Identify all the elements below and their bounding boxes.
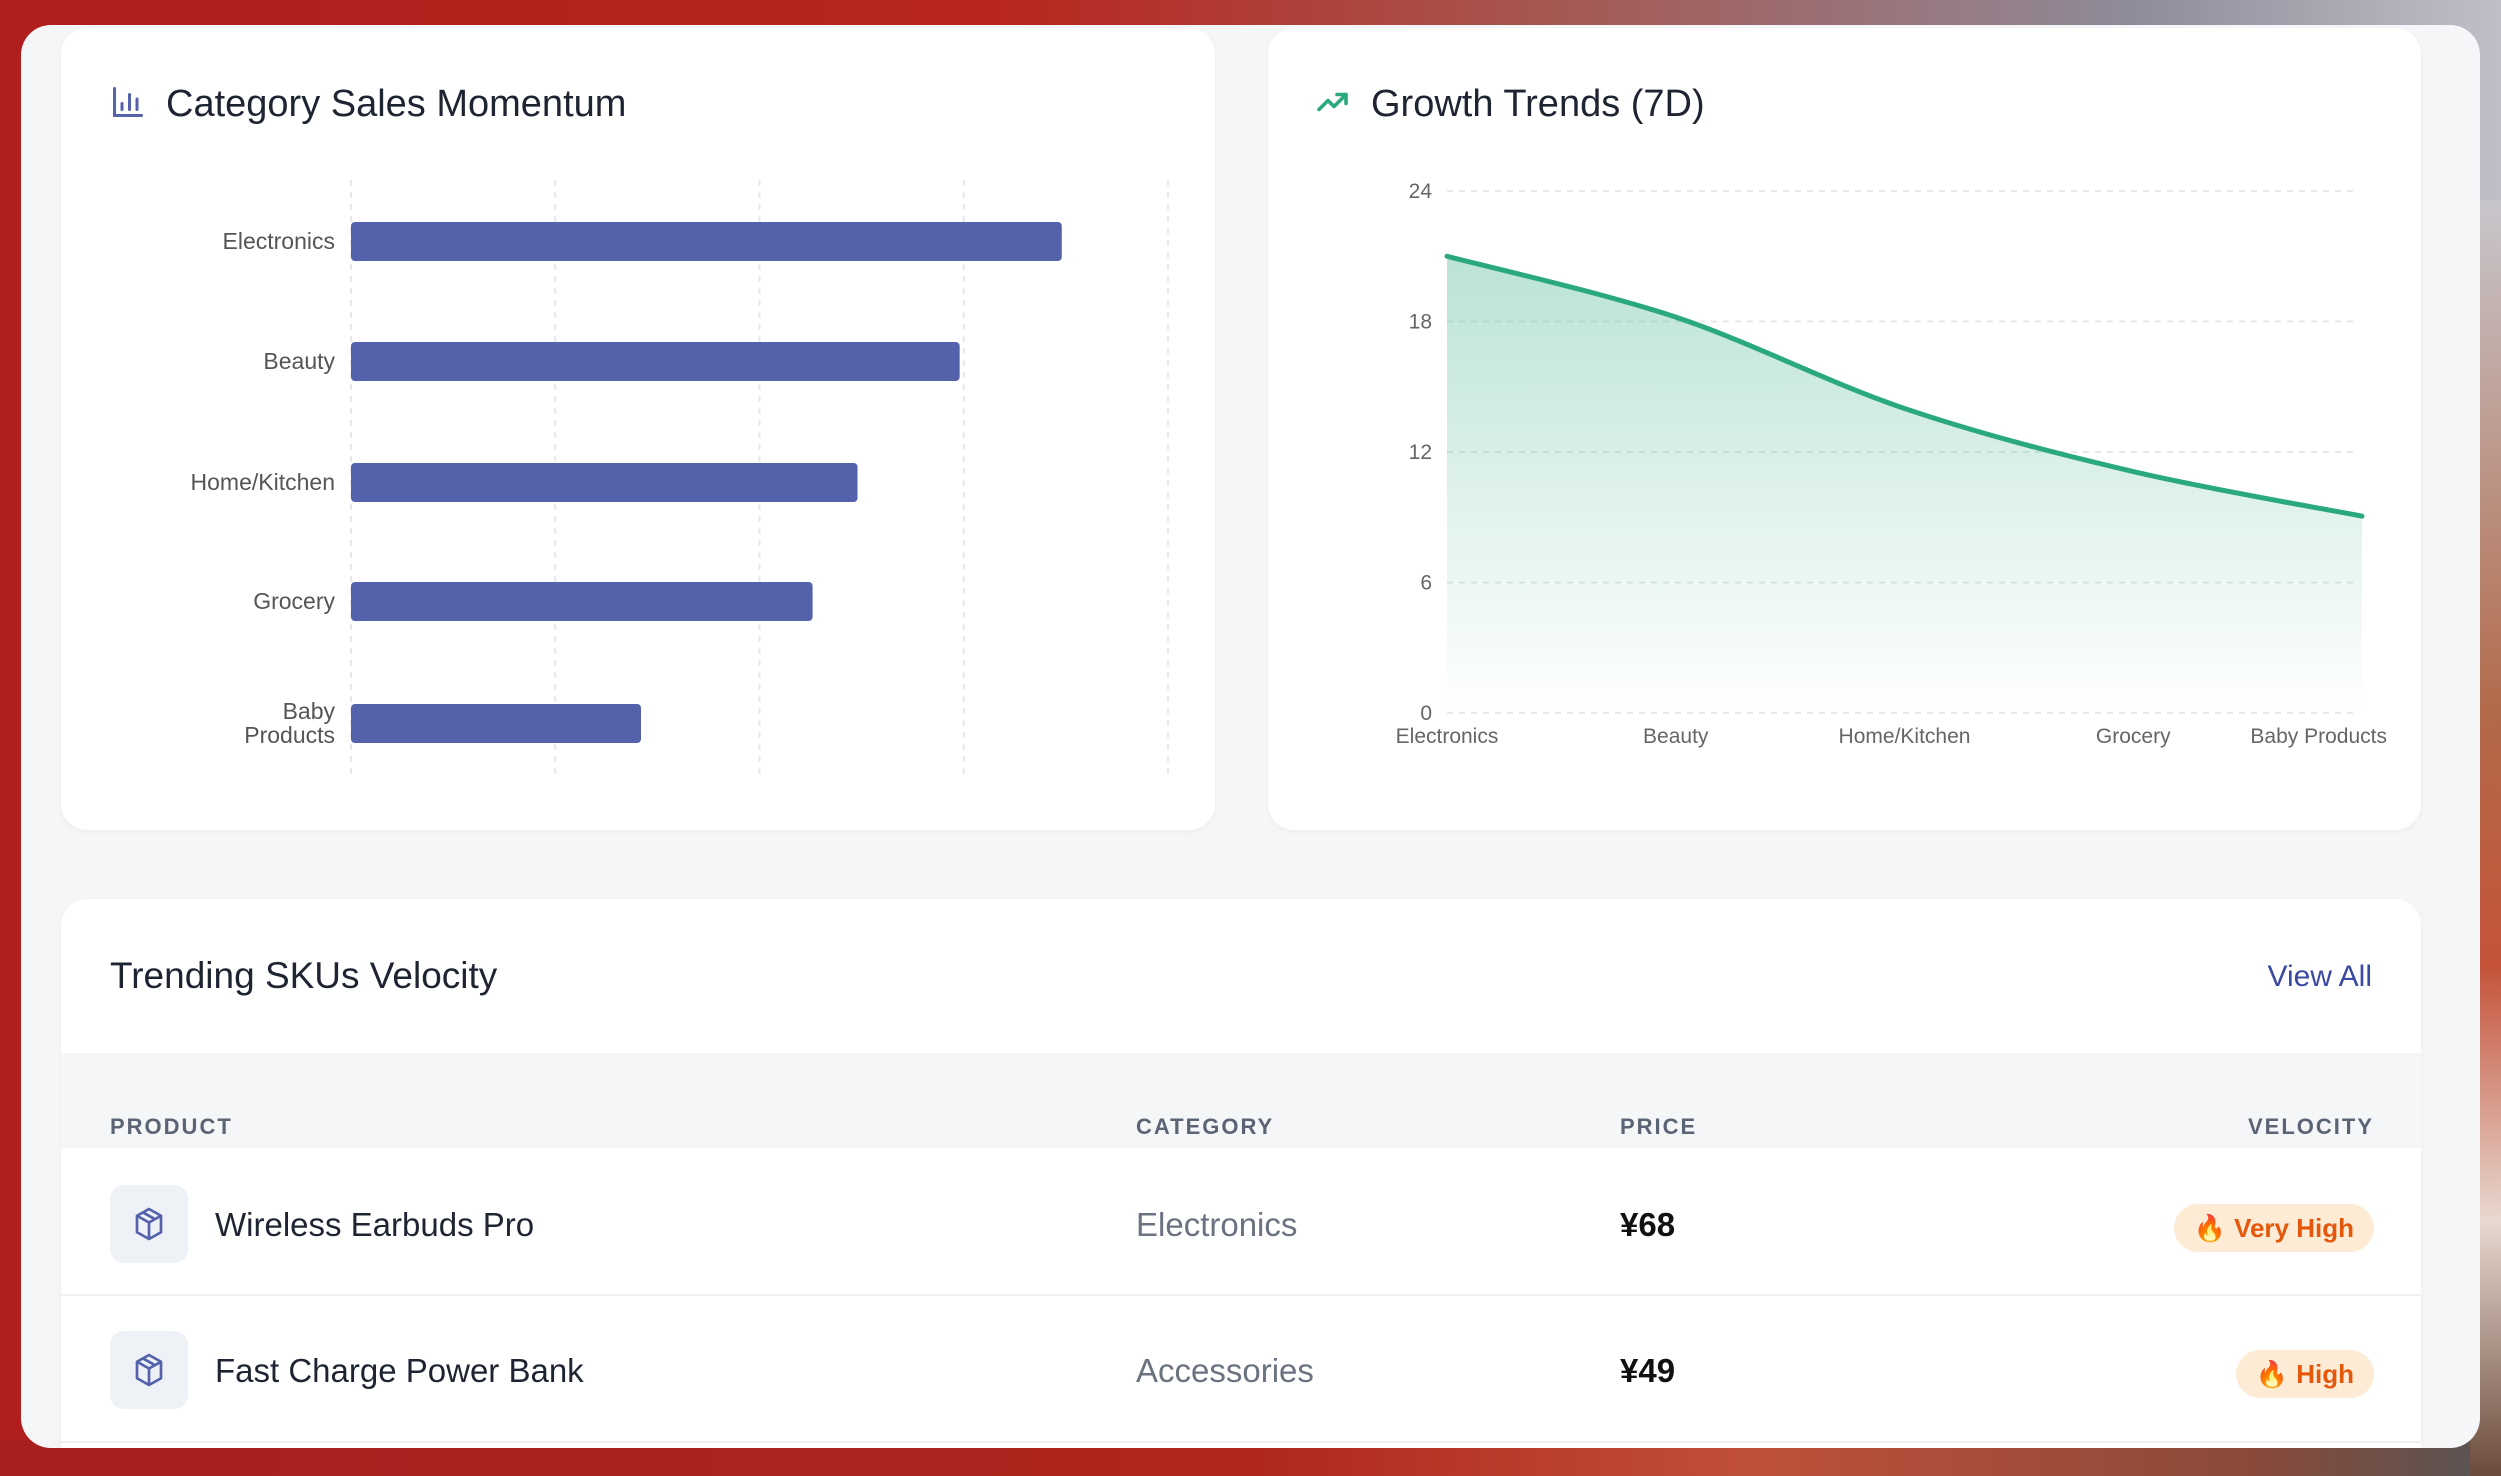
velocity-label: Very High (2234, 1212, 2354, 1243)
y-tick-label: 18 (1409, 311, 1432, 334)
trending-up-icon (1315, 84, 1353, 125)
category-sales-card: Category Sales Momentum (61, 28, 1215, 830)
x-tick-label: Beauty (1643, 725, 1709, 748)
category-label: Electronics (223, 228, 335, 254)
series-line (1444, 253, 2365, 519)
trending-skus-card (61, 899, 2421, 1448)
product-category: Accessories (1136, 1352, 1314, 1389)
category-label: Grocery (253, 588, 335, 614)
card-title: Category Sales Momentum (166, 83, 627, 125)
growth-area-chart: 0 6 12 18 24 Electronics Beauty Home/Kitchen Gro… (1396, 180, 2387, 748)
package-icon (135, 1353, 163, 1387)
column-header-velocity[interactable]: VELOCITY (2247, 1114, 2374, 1139)
fire-icon: 🔥 (2255, 1358, 2289, 1389)
column-header-product[interactable]: PRODUCT (110, 1114, 233, 1139)
column-header-price[interactable]: PRICE (1620, 1114, 1698, 1139)
product-name: Fast Charge Power Bank (215, 1352, 584, 1389)
area-fill (1447, 256, 2362, 713)
bar (351, 463, 858, 502)
row-divider (61, 1441, 2421, 1443)
section-title: Trending SKUs Velocity (110, 955, 498, 996)
x-tick-label: Home/Kitchen (1839, 725, 1971, 748)
velocity-badge: 🔥 Very High (2173, 1204, 2374, 1252)
column-header-category[interactable]: CATEGORY (1136, 1114, 1275, 1139)
product-category: Electronics (1136, 1206, 1298, 1243)
table-header-band (61, 1053, 2421, 1148)
view-all-link[interactable]: View All (2267, 960, 2372, 993)
dashboard-panel: Category Sales Momentum Growth Trends (7… (21, 25, 2480, 1448)
velocity-badge: 🔥 High (2235, 1350, 2374, 1398)
y-tick-label: 24 (1409, 180, 1433, 203)
bar (351, 582, 813, 621)
bar-chart: Electronics Beauty Home/Kitchen Grocery Baby… (191, 180, 1169, 777)
bar (351, 222, 1062, 261)
card-title: Growth Trends (7D) (1371, 83, 1705, 125)
fire-icon: 🔥 (2193, 1212, 2227, 1243)
product-thumbnail (110, 1185, 188, 1263)
charts-layer: Electronics Beauty Home/Kitchen Grocery Baby… (191, 180, 2387, 777)
product-thumbnail (110, 1331, 188, 1409)
y-tick-label: 12 (1409, 441, 1432, 464)
x-tick-label: Baby Products (2250, 725, 2387, 748)
category-label: Baby Products (244, 698, 335, 748)
category-label: Beauty (263, 348, 335, 374)
x-tick-label: Electronics (1396, 725, 1499, 748)
x-tick-label: Grocery (2096, 725, 2171, 748)
bar-chart-icon (110, 84, 146, 125)
product-price: ¥49 (1620, 1352, 1676, 1389)
bar (351, 342, 960, 381)
package-icon (135, 1207, 163, 1241)
y-tick-label: 0 (1420, 702, 1432, 725)
product-price: ¥68 (1620, 1206, 1676, 1243)
row-divider (61, 1294, 2421, 1296)
category-label: Home/Kitchen (191, 469, 335, 495)
bar (351, 704, 642, 743)
y-tick-label: 6 (1420, 572, 1432, 595)
product-name: Wireless Earbuds Pro (215, 1206, 535, 1243)
velocity-label: High (2296, 1358, 2354, 1389)
